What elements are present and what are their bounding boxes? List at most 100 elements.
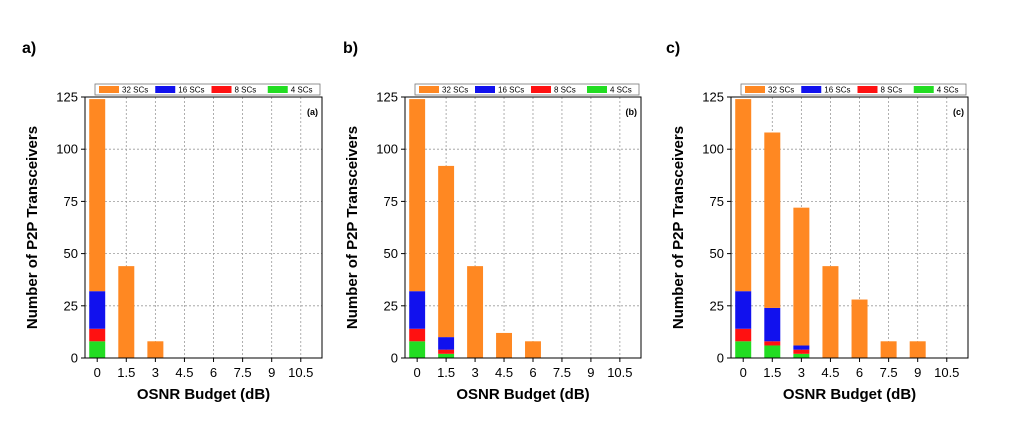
- bar-4-scs-1.5: [438, 353, 455, 358]
- legend-label: 32 SCs: [442, 86, 468, 95]
- bar-32-scs-3: [467, 266, 484, 358]
- x-tick-label: 7.5: [234, 365, 252, 380]
- x-tick-label: 7.5: [553, 365, 571, 380]
- bar-32-scs-0: [89, 99, 106, 292]
- x-tick-label: 0: [414, 365, 421, 380]
- x-axis-title: OSNR Budget (dB): [456, 386, 589, 403]
- legend-swatch: [801, 86, 822, 93]
- y-tick-label: 100: [376, 142, 398, 157]
- bar-4-scs-3: [793, 353, 810, 358]
- y-tick-label: 50: [64, 246, 78, 261]
- legend-swatch: [745, 86, 765, 93]
- legend-box: [740, 83, 967, 96]
- bar-4-scs-1.5: [764, 345, 781, 358]
- x-tick-label: 7.5: [880, 365, 898, 380]
- legend-swatch: [211, 86, 232, 93]
- bar-8-scs-1.5: [438, 349, 455, 354]
- legend-label: 8 SCs: [881, 86, 903, 95]
- legend-box: [414, 83, 640, 96]
- bar-32-scs-3: [147, 341, 164, 358]
- x-tick-label: 0: [94, 365, 101, 380]
- bar-4-scs-0: [735, 341, 752, 358]
- plot-frame: [730, 96, 969, 359]
- bar-32-scs-1.5: [118, 266, 135, 358]
- legend-label: 32 SCs: [122, 86, 148, 95]
- y-tick-label: 0: [717, 351, 724, 366]
- chart-panel-1: a) 0 25 50 75 100 125 0 1.5 3 4.5 6 7.5 9 10.5 OSNR Bud…: [22, 40, 323, 403]
- x-tick-label: 6: [210, 365, 217, 380]
- panel-letter: b): [343, 40, 358, 57]
- legend-swatch: [267, 86, 288, 93]
- panel-letter: a): [22, 40, 36, 57]
- legend-label: 16 SCs: [178, 86, 204, 95]
- x-tick-label: 10.5: [934, 365, 959, 380]
- y-axis-title: Number of P2P Transceivers: [670, 126, 687, 329]
- bar-8-scs-0: [409, 328, 426, 342]
- y-tick-label: 25: [710, 298, 724, 313]
- legend-label: 4 SCs: [937, 86, 959, 95]
- bar-16-scs-3: [793, 345, 810, 350]
- x-tick-label: 4.5: [175, 365, 193, 380]
- bar-8-scs-0: [735, 328, 752, 342]
- bar-4-scs-0: [409, 341, 426, 358]
- legend-label: 16 SCs: [824, 86, 850, 95]
- y-tick-label: 75: [710, 194, 724, 209]
- y-tick-label: 25: [384, 298, 398, 313]
- bar-32-scs-6: [851, 299, 868, 358]
- legend-swatch: [913, 86, 934, 93]
- bar-32-scs-1.5: [764, 132, 781, 308]
- y-tick-label: 50: [710, 246, 724, 261]
- legend-swatch: [155, 86, 176, 93]
- y-tick-label: 25: [64, 298, 78, 313]
- bar-32-scs-4.5: [496, 332, 512, 358]
- legend-swatch: [587, 86, 607, 93]
- legend-label: 8 SCs: [235, 86, 257, 95]
- legend-swatch: [857, 86, 878, 93]
- y-tick-label: 50: [384, 246, 398, 261]
- bar-32-scs-4.5: [822, 266, 839, 358]
- bar-8-scs-1.5: [764, 341, 781, 346]
- plot-frame: [404, 96, 642, 359]
- x-tick-label: 9: [587, 365, 594, 380]
- y-tick-label: 125: [376, 90, 398, 105]
- bar-32-scs-9: [909, 341, 926, 358]
- x-tick-label: 9: [914, 365, 921, 380]
- x-tick-label: 4.5: [821, 365, 839, 380]
- y-tick-label: 100: [56, 142, 78, 157]
- plot-frame: [84, 96, 323, 359]
- bar-32-scs-0: [409, 99, 426, 292]
- legend-label: 16 SCs: [498, 86, 524, 95]
- x-tick-label: 10.5: [607, 365, 632, 380]
- x-axis-title: OSNR Budget (dB): [137, 386, 270, 403]
- inner-panel-label: (c): [953, 107, 964, 117]
- x-tick-label: 9: [268, 365, 275, 380]
- x-tick-label: 6: [856, 365, 863, 380]
- x-tick-label: 1.5: [763, 365, 781, 380]
- legend-swatch: [99, 86, 119, 93]
- y-tick-label: 75: [384, 194, 398, 209]
- legend-label: 32 SCs: [768, 86, 794, 95]
- y-tick-label: 0: [71, 351, 78, 366]
- panel-letter: c): [666, 40, 680, 57]
- y-tick-label: 125: [702, 90, 724, 105]
- x-tick-label: 3: [152, 365, 159, 380]
- x-tick-label: 3: [471, 365, 478, 380]
- y-tick-label: 75: [64, 194, 78, 209]
- x-tick-label: 3: [798, 365, 805, 380]
- x-tick-label: 1.5: [437, 365, 455, 380]
- inner-panel-label: (b): [626, 107, 638, 117]
- bar-8-scs-0: [89, 328, 106, 342]
- legend-swatch: [419, 86, 439, 93]
- bar-16-scs-1.5: [438, 337, 455, 350]
- y-tick-label: 0: [391, 351, 398, 366]
- x-tick-label: 10.5: [288, 365, 313, 380]
- y-axis-title: Number of P2P Transceivers: [24, 126, 41, 329]
- x-tick-label: 6: [529, 365, 536, 380]
- bar-16-scs-0: [89, 291, 106, 329]
- bar-8-scs-3: [793, 349, 810, 354]
- bar-16-scs-0: [735, 291, 752, 329]
- x-tick-label: 1.5: [117, 365, 135, 380]
- bar-4-scs-0: [89, 341, 106, 358]
- y-tick-label: 125: [56, 90, 78, 105]
